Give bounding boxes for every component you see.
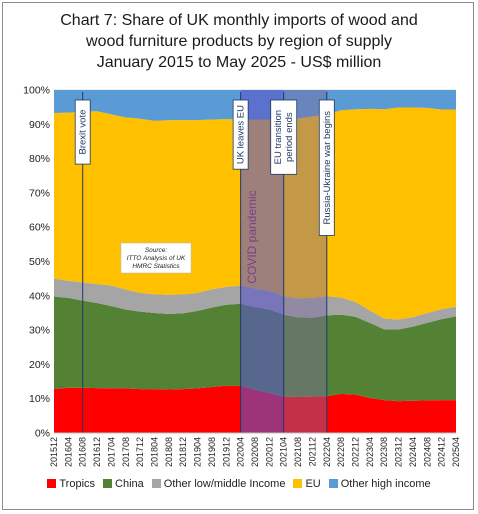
legend-label: EU xyxy=(305,478,321,490)
y-tick-label: 90% xyxy=(29,119,50,131)
y-tick-label: 0% xyxy=(35,428,50,440)
y-tick-label: 40% xyxy=(29,290,50,302)
annotations: Brexit vote UK leaves EU EU transition peri… xyxy=(74,92,335,433)
y-tick-label: 60% xyxy=(29,222,50,234)
x-tick-label: 201908 xyxy=(207,437,217,467)
chart-title-line-2: wood furniture products by region of sup… xyxy=(86,33,392,50)
y-tick-label: 30% xyxy=(29,325,50,337)
source-note-text: HMRC Statistics xyxy=(132,263,180,270)
y-tick-label: 80% xyxy=(29,153,50,165)
legend-item-china: China xyxy=(103,478,144,490)
legend-label: Tropics xyxy=(59,478,96,490)
chart-title: Chart 7: Share of UK monthly imports of … xyxy=(0,10,478,73)
x-tick-label: 201608 xyxy=(78,437,88,467)
y-tick-label: 20% xyxy=(29,359,50,371)
legend-swatch xyxy=(151,479,161,488)
x-tick-label: 201712 xyxy=(135,437,145,467)
x-tick-label: 202204 xyxy=(322,437,332,467)
legend-swatch xyxy=(103,479,113,488)
legend-swatch xyxy=(293,479,303,488)
x-tick-label: 201912 xyxy=(221,437,231,467)
source-note-box xyxy=(120,242,192,274)
x-tick-label: 201704 xyxy=(106,437,116,467)
x-tick-label: 202304 xyxy=(365,437,375,467)
annotation-label: EU transition period ends xyxy=(270,99,298,175)
x-tick-label: 202408 xyxy=(422,437,432,467)
x-tick-label: 202012 xyxy=(264,437,274,467)
annotation-label: Russia-Ukraine war begins xyxy=(318,99,335,236)
x-tick-label: 201604 xyxy=(63,437,73,467)
x-tick-label: 202312 xyxy=(394,437,404,467)
legend-item-other-high-income: Other high income xyxy=(328,478,431,490)
axes: 0% 10% 20% 30% 40% 50% 60% 70% 80% 90% 100% 201512 2… xyxy=(23,85,461,468)
annotation-text: period ends xyxy=(284,112,295,162)
x-tick-label: 202104 xyxy=(279,437,289,467)
x-tick-label: 202112 xyxy=(307,437,317,466)
y-tick-label: 70% xyxy=(29,187,50,199)
y-tick-label: 100% xyxy=(23,85,50,97)
x-tick-label: 201904 xyxy=(193,437,203,467)
x-tick-label: 202504 xyxy=(451,437,461,467)
annotation-box xyxy=(270,99,298,175)
annotation-box xyxy=(74,99,91,165)
legend-label: China xyxy=(115,478,144,490)
x-tick-label: 202212 xyxy=(351,437,361,467)
legend-swatch xyxy=(47,479,57,488)
annotation-box xyxy=(232,99,249,170)
x-tick-label: 202008 xyxy=(250,437,260,467)
x-tick-label: 201512 xyxy=(49,437,59,467)
x-tick-label: 202108 xyxy=(293,437,303,467)
x-tick-label: 202404 xyxy=(408,437,418,467)
x-tick-label: 201612 xyxy=(92,437,102,467)
x-tick-label: 202208 xyxy=(336,437,346,467)
legend-swatch xyxy=(328,479,338,488)
annotation-box xyxy=(318,99,335,236)
x-tick-label: 201804 xyxy=(150,437,160,467)
annotation-text: Brexit vote xyxy=(78,110,89,155)
source-note-text: Source: xyxy=(145,247,168,254)
chart-title-line-1: Chart 7: Share of UK monthly imports of … xyxy=(60,12,418,29)
annotation-text: EU transition xyxy=(273,110,284,164)
legend-label: Other low/middle Income xyxy=(163,478,286,490)
x-tick-label: 201708 xyxy=(121,437,131,467)
legend-item-tropics: Tropics xyxy=(47,478,95,490)
legend-item-eu: EU xyxy=(293,478,321,490)
source-note-text: ITTO Analysis of UK xyxy=(127,255,186,262)
legend-label: Other high income xyxy=(340,478,431,490)
chart-title-line-3: January 2015 to May 2025 - US$ million xyxy=(96,54,382,71)
x-tick-label: 201812 xyxy=(178,437,188,467)
x-tick-label: 202412 xyxy=(437,437,447,467)
x-tick-label: 202308 xyxy=(379,437,389,467)
annotation-text: Russia-Ukraine war begins xyxy=(322,111,333,225)
legend: Tropics China Other low/middle Income EU Oth… xyxy=(0,478,478,490)
x-tick-label: 202004 xyxy=(236,437,246,467)
y-tick-label: 50% xyxy=(29,256,50,268)
x-tick-label: 201808 xyxy=(164,437,174,467)
annotation-label: UK leaves EU xyxy=(232,99,249,170)
y-tick-label: 10% xyxy=(29,393,50,405)
annotation-label: Brexit vote xyxy=(74,99,91,165)
legend-item-other-low-middle-income: Other low/middle Income xyxy=(151,478,286,490)
covid-label: COVID pandemic xyxy=(245,190,259,283)
annotation-text: UK leaves EU xyxy=(236,105,247,164)
